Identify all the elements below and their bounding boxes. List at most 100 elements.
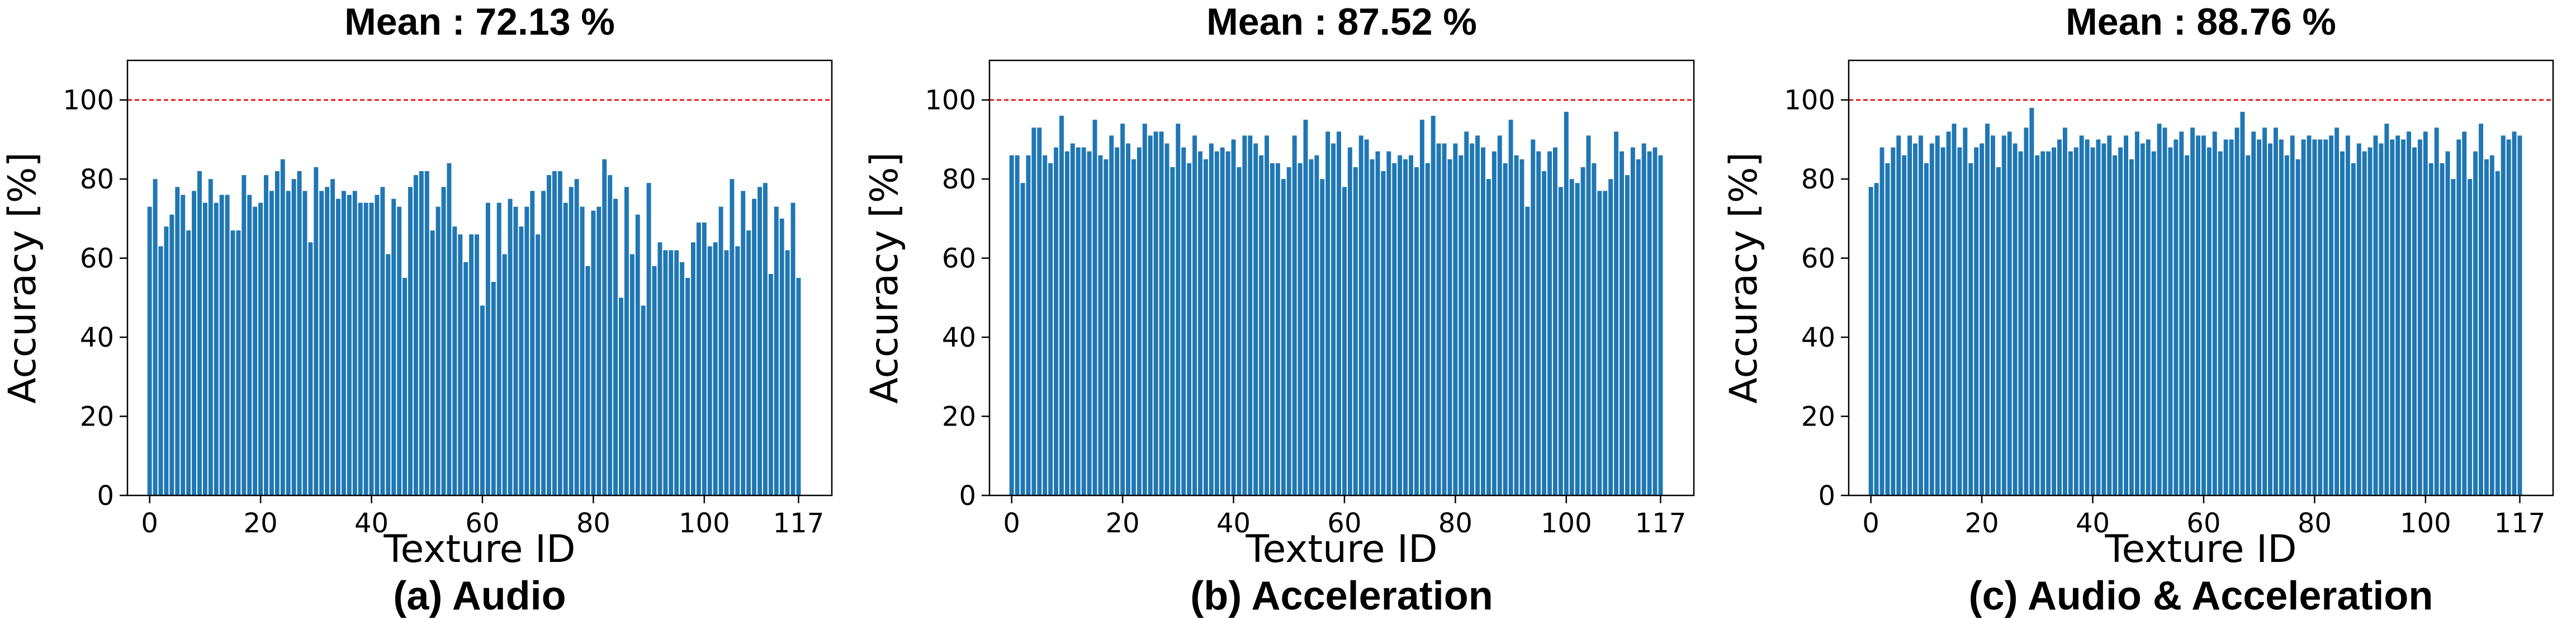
- bar-5: [1037, 127, 1042, 496]
- bar-31: [1181, 147, 1186, 496]
- bar-15: [1092, 120, 1097, 496]
- x-tick-label: 60: [2186, 508, 2220, 539]
- chart-title: Mean : 87.52 %: [1206, 1, 1477, 43]
- x-axis-label: Texture ID: [1246, 527, 1438, 571]
- x-tick-label: 40: [1216, 508, 1251, 539]
- bar-76: [1431, 116, 1436, 495]
- bar-107: [2462, 131, 2467, 495]
- bar-0: [1009, 155, 1014, 495]
- bar-68: [524, 206, 529, 495]
- bar-12: [1935, 135, 1940, 495]
- bar-77: [574, 179, 579, 495]
- bar-86: [624, 187, 629, 496]
- bar-11: [1929, 143, 1934, 495]
- bar-49: [419, 171, 424, 495]
- bar-44: [391, 199, 396, 495]
- bar-19: [1115, 147, 1120, 496]
- bar-77: [1436, 143, 1441, 495]
- bar-80: [2312, 139, 2317, 495]
- bar-62: [1353, 167, 1358, 496]
- axes-frame: [126, 59, 833, 497]
- bar-67: [2240, 111, 2245, 495]
- bar-13: [219, 195, 224, 496]
- bar-74: [2279, 139, 2284, 495]
- bar-46: [2124, 135, 2129, 495]
- bar-110: [757, 187, 762, 496]
- bar-102: [2434, 127, 2439, 496]
- bar-107: [1603, 191, 1608, 495]
- bar-35: [1203, 159, 1208, 495]
- bar-26: [1153, 131, 1158, 495]
- bar-22: [269, 191, 274, 495]
- bar-4: [1031, 127, 1036, 496]
- bar-58: [469, 234, 474, 495]
- bar-23: [1996, 167, 2001, 496]
- bar-46: [402, 278, 408, 495]
- y-tick-label: 20: [1801, 401, 1835, 433]
- bar-28: [2024, 127, 2029, 496]
- bar-12: [214, 202, 219, 495]
- y-tick-label: 60: [942, 243, 976, 275]
- bar-33: [2052, 147, 2057, 496]
- bar-27: [297, 171, 302, 495]
- bar-112: [2489, 155, 2494, 495]
- bar-95: [2395, 135, 2400, 495]
- bar-3: [164, 226, 169, 495]
- bar-50: [2146, 139, 2151, 495]
- bar-6: [181, 195, 186, 496]
- bar-71: [541, 191, 546, 495]
- x-axis-label: Texture ID: [2105, 527, 2297, 571]
- bar-33: [330, 179, 335, 495]
- bar-17: [1104, 159, 1109, 495]
- bar-34: [2057, 139, 2062, 495]
- bar-35: [2062, 127, 2067, 496]
- bar-14: [1087, 151, 1092, 495]
- x-tick-label: 100: [2400, 508, 2451, 539]
- bar-97: [685, 278, 690, 495]
- y-tick-label: 80: [942, 164, 976, 195]
- bar-111: [763, 183, 768, 495]
- bar-110: [2479, 124, 2483, 495]
- x-tick-label: 80: [576, 508, 610, 539]
- bar-86: [2345, 135, 2350, 495]
- bar-10: [202, 202, 207, 495]
- bar-38: [2079, 135, 2084, 495]
- x-tick-label: 80: [2298, 508, 2332, 539]
- y-tick-label: 40: [942, 322, 976, 353]
- bar-19: [1974, 147, 1979, 496]
- bar-86: [1486, 179, 1491, 495]
- bar-68: [2246, 155, 2251, 495]
- bar-13: [1081, 147, 1086, 496]
- bar-9: [1059, 116, 1064, 495]
- bar-7: [186, 230, 191, 495]
- bar-54: [2168, 147, 2173, 496]
- bar-88: [635, 214, 640, 495]
- bar-103: [2440, 163, 2445, 495]
- bar-0: [1868, 187, 1873, 496]
- bar-67: [519, 226, 524, 495]
- bar-84: [613, 199, 618, 495]
- bar-53: [1303, 120, 1308, 496]
- bar-14: [1946, 131, 1951, 495]
- bar-93: [2384, 124, 2389, 495]
- bar-112: [1630, 147, 1635, 496]
- bar-24: [2001, 135, 2006, 495]
- bar-14: [225, 195, 230, 496]
- bar-105: [1592, 163, 1597, 495]
- bar-49: [1281, 179, 1286, 495]
- bar-101: [707, 246, 712, 495]
- bar-104: [724, 250, 729, 495]
- bar-25: [286, 191, 291, 495]
- bar-32: [325, 187, 330, 496]
- bar-100: [702, 222, 707, 495]
- bar-50: [1286, 167, 1291, 496]
- bar-16: [1957, 147, 1962, 496]
- bar-37: [352, 191, 357, 495]
- bar-5: [175, 187, 180, 496]
- x-axis-label: Texture ID: [383, 527, 576, 571]
- bar-71: [2262, 127, 2267, 496]
- bar-116: [790, 202, 795, 495]
- y-tick-label: 40: [1801, 322, 1835, 353]
- bar-8: [192, 191, 197, 495]
- bar-38: [358, 202, 363, 495]
